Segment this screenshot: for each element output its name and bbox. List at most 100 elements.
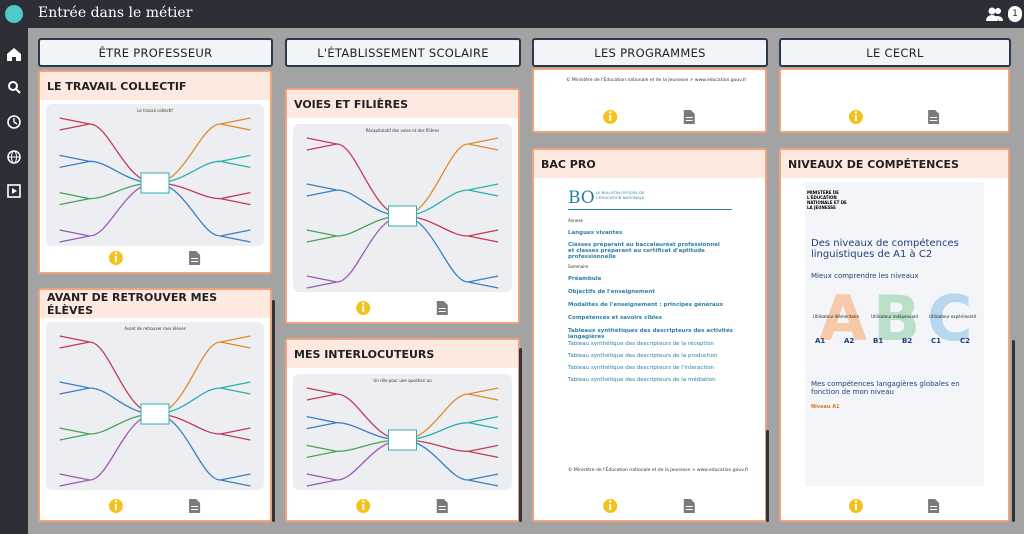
mindmap [59, 117, 251, 243]
info-button[interactable] [356, 301, 371, 315]
level-label: A2 [844, 337, 855, 345]
sidebar-icons [7, 48, 21, 198]
card-title: NIVEAUX DE COMPÉTENCES [781, 150, 1008, 178]
card[interactable]: VOIES ET FILIÈRES Récapitulatif des voie… [285, 88, 520, 324]
card-actions [848, 499, 940, 513]
doc-table-link: Tableau synthétique des descripteurs de … [568, 365, 715, 371]
mindmap [306, 137, 499, 289]
user-type: Utilisateur élémentaire [813, 314, 859, 319]
doc-subheading: Mieux comprendre les niveaux [811, 272, 919, 280]
document-button[interactable] [928, 499, 940, 513]
card-footer [781, 103, 1008, 131]
doc-ministry: MINISTÈRE DE L'ÉDUCATION NATIONALE ET DE… [807, 190, 847, 210]
info-button[interactable] [848, 499, 863, 513]
doc-subject: Langues vivantes [568, 230, 623, 236]
board-title: Entrée dans le métier [38, 5, 193, 21]
info-button[interactable] [603, 110, 618, 124]
document-preview: BO LE BULLETIN OFFICIEL DE L'ÉDUCATION N… [540, 182, 759, 486]
info-button[interactable] [848, 110, 863, 124]
doc-footer: © Ministère de l'Éducation nationale et … [566, 78, 747, 83]
doc-table-link: Tableau synthétique des descripteurs de … [568, 341, 714, 347]
document-button[interactable] [436, 301, 448, 315]
preview-caption: Récapitulatif des voies et des filières [365, 128, 440, 133]
info-button[interactable] [108, 499, 123, 513]
column-header[interactable]: LE CECRL [779, 38, 1011, 67]
level-label: B1 [873, 337, 884, 345]
mindmap-preview: Un rôle pour une question ou [293, 374, 512, 490]
globe-icon[interactable] [7, 150, 21, 164]
sidebar [0, 28, 28, 534]
mindmap-preview: Le travail collectif [46, 104, 264, 246]
logo[interactable] [4, 4, 24, 24]
card[interactable]: LE TRAVAIL COLLECTIF Le travail collecti… [38, 70, 272, 274]
document-button[interactable] [928, 110, 940, 124]
level-label: C1 [931, 337, 942, 345]
card[interactable]: NIVEAUX DE COMPÉTENCES MINISTÈRE DE L'ÉD… [779, 148, 1010, 522]
scrollbar[interactable] [1012, 340, 1015, 522]
card-actions [108, 499, 201, 513]
doc-section: Objectifs de l'enseignement [568, 289, 655, 295]
mindmap [59, 335, 251, 487]
card[interactable]: © Ministère de l'Éducation nationale et … [532, 68, 767, 133]
document-button[interactable] [436, 499, 448, 513]
document-button[interactable] [683, 110, 695, 124]
document-preview: MINISTÈRE DE L'ÉDUCATION NATIONALE ET DE… [805, 182, 984, 486]
card-footer [534, 492, 765, 520]
card-actions [603, 110, 695, 124]
doc-level-title: Niveau A1 [811, 404, 840, 410]
preview-caption: Un rôle pour une question ou [373, 378, 432, 383]
card[interactable]: BAC PRO BO LE BULLETIN OFFICIEL DE L'ÉDU… [532, 148, 767, 522]
scrollbar[interactable] [766, 430, 769, 522]
card-actions [108, 251, 201, 265]
slideshow-icon[interactable] [7, 184, 21, 198]
user-type: Utilisateur indépendant [871, 314, 919, 319]
big-letter: A [819, 282, 867, 355]
card-footer [40, 244, 270, 272]
members-icon[interactable] [985, 6, 1005, 22]
column-header[interactable]: LES PROGRAMMES [532, 38, 768, 67]
doc-section: Préambule [568, 276, 602, 282]
card[interactable]: AVANT DE RETROUVER MES ÉLÈVES Avant de r… [38, 288, 272, 522]
mindmap [306, 387, 499, 487]
card[interactable]: MES INTERLOCUTEURS Un rôle pour une ques… [285, 338, 520, 522]
card-title: MES INTERLOCUTEURS [287, 340, 518, 368]
info-button[interactable] [603, 499, 618, 513]
doc-logo-text: LE BULLETIN OFFICIEL DE L'ÉDUCATION NATI… [596, 190, 645, 200]
level-label: A1 [815, 337, 826, 345]
document-button[interactable] [189, 251, 201, 265]
badge: 1 [1008, 6, 1022, 22]
card-footer [40, 492, 270, 520]
card-actions [603, 499, 695, 513]
search-icon[interactable] [8, 81, 21, 94]
info-button[interactable] [356, 499, 371, 513]
info-button[interactable] [108, 251, 123, 265]
card-footer [287, 294, 518, 322]
scrollbar[interactable] [519, 348, 522, 522]
level-label: B2 [902, 337, 913, 345]
card-actions [356, 301, 448, 315]
card[interactable] [779, 68, 1010, 133]
doc-footer: © Ministère de l'Éducation nationale et … [568, 468, 749, 473]
doc-logo: BO [568, 188, 595, 208]
mindmap-preview: Récapitulatif des voies et des filières [293, 124, 512, 292]
card-title: VOIES ET FILIÈRES [287, 90, 518, 118]
card-footer [287, 492, 518, 520]
top-bar: Entrée dans le métier 1 [0, 0, 1024, 28]
doc-section: Mes compétences langagières globales en … [811, 380, 960, 396]
column-header[interactable]: L'ÉTABLISSEMENT SCOLAIRE [285, 38, 521, 67]
user-type: Utilisateur expérimenté [929, 314, 977, 319]
document-button[interactable] [683, 499, 695, 513]
history-icon[interactable] [7, 115, 21, 129]
doc-table-link: Tableau synthétique des descripteurs de … [568, 353, 718, 359]
home-icon[interactable] [7, 48, 21, 61]
column-header[interactable]: ÊTRE PROFESSEUR [38, 38, 273, 67]
doc-section: Compétences et savoirs cibles [568, 315, 663, 321]
big-letter: B [873, 282, 921, 355]
doc-summary: Sommaire [568, 264, 589, 269]
card-actions [356, 499, 448, 513]
document-button[interactable] [189, 499, 201, 513]
doc-annex: Annexe [568, 218, 583, 223]
scrollbar[interactable] [272, 300, 275, 522]
preview-caption: Le travail collectif [137, 108, 173, 113]
